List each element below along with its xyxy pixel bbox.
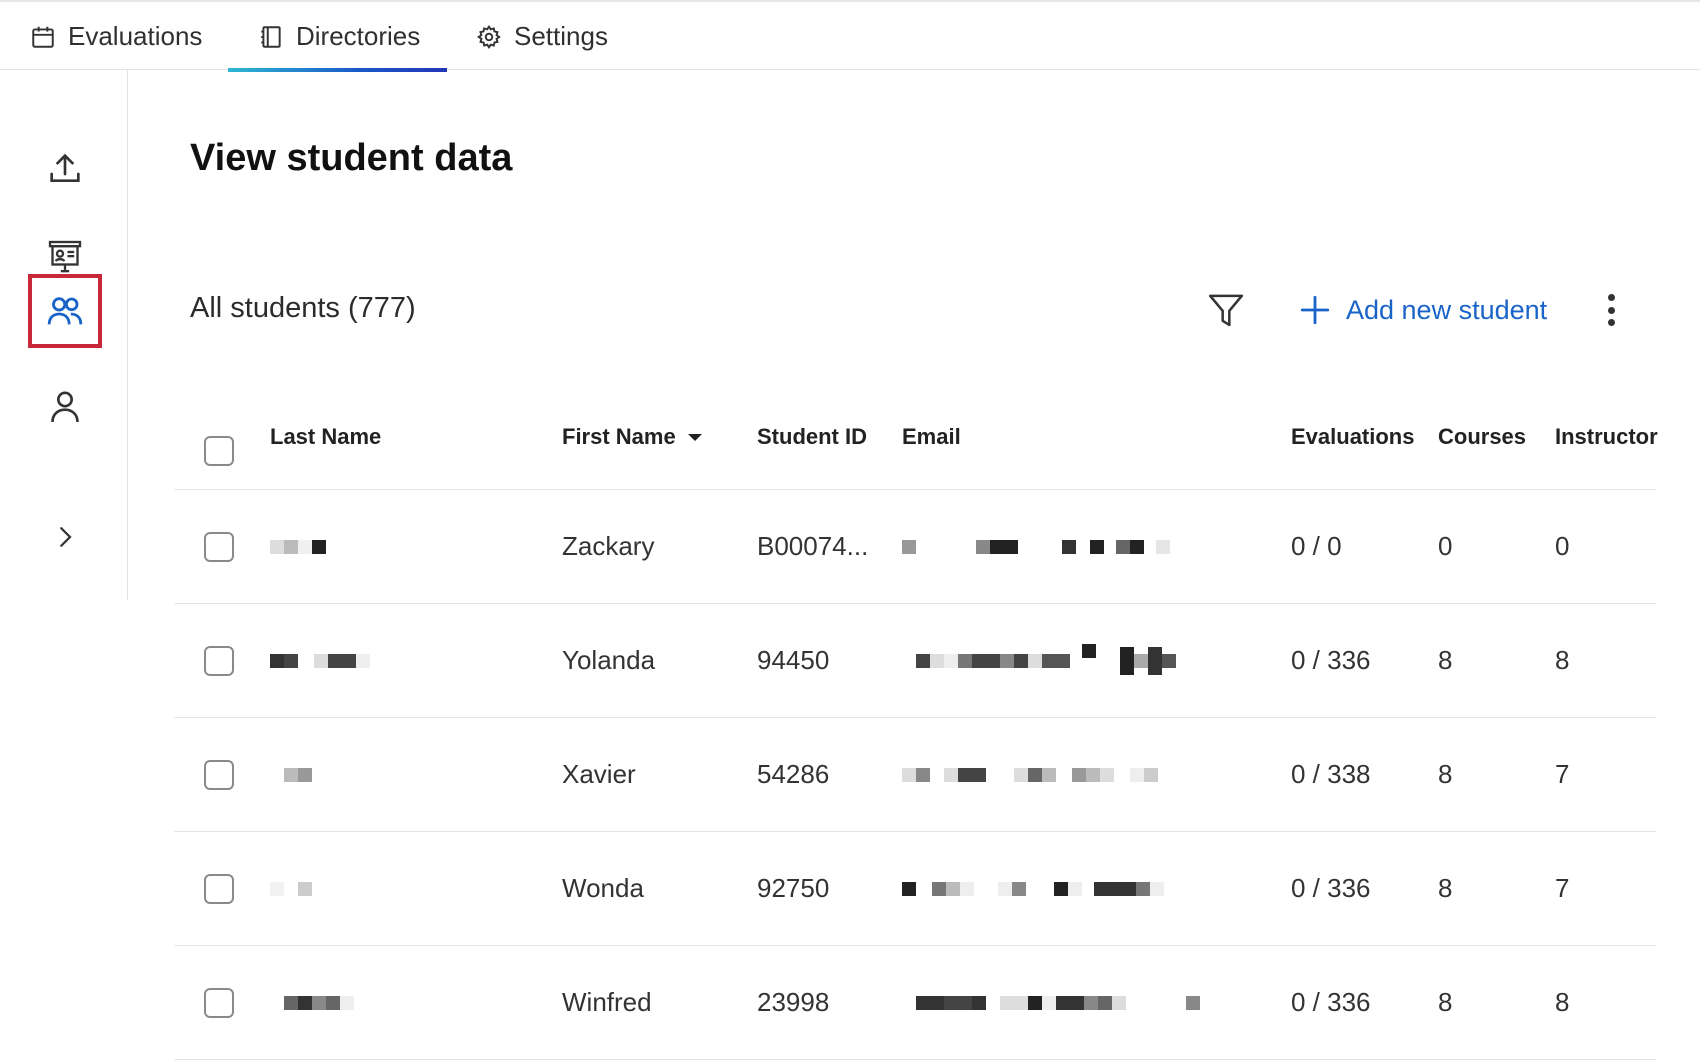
row-select-cell — [204, 490, 234, 603]
active-tab-indicator — [228, 68, 447, 72]
row-checkbox[interactable] — [204, 531, 234, 562]
evaluations-cell: 0 / 0 — [1291, 531, 1342, 561]
add-new-student-label: Add new student — [1346, 294, 1548, 325]
redacted-last-name — [270, 832, 312, 945]
instructor-cell: 0 — [1555, 531, 1570, 561]
kebab-dot — [1607, 319, 1615, 326]
upload-icon — [50, 153, 80, 182]
person-icon — [51, 391, 79, 423]
column-header-label: First Name — [562, 424, 676, 449]
filter-icon — [1208, 294, 1244, 327]
row-select-cell — [204, 718, 234, 831]
column-header-instructor[interactable]: Instructor — [1555, 424, 1658, 449]
redacted-last-name — [270, 604, 370, 717]
row-checkbox[interactable] — [204, 987, 234, 1018]
chevron-right-icon — [60, 527, 72, 547]
student-id-cell: 23998 — [757, 987, 830, 1017]
evaluations-cell: 0 / 336 — [1291, 873, 1371, 903]
kebab-dot — [1607, 294, 1615, 301]
tab-label: Settings — [514, 21, 608, 51]
row-select-cell — [204, 604, 234, 717]
tab-evaluations[interactable]: Evaluations — [30, 2, 202, 71]
column-header-evaluations[interactable]: Evaluations — [1291, 424, 1415, 449]
column-header-last-name[interactable]: Last Name — [270, 424, 382, 449]
instructor-cell: 7 — [1555, 873, 1570, 903]
select-all-checkbox[interactable] — [204, 436, 234, 466]
first-name-cell: Winfred — [562, 987, 652, 1017]
first-name-cell: Yolanda — [562, 645, 656, 675]
first-name-cell: Xavier — [562, 759, 636, 789]
sidebar-item-import[interactable] — [28, 132, 102, 206]
add-new-student-button[interactable]: Add new student — [1298, 288, 1547, 332]
row-checkbox[interactable] — [204, 645, 234, 676]
row-checkbox[interactable] — [204, 873, 234, 904]
student-id-cell: 54286 — [757, 759, 830, 789]
redacted-last-name — [270, 946, 354, 1059]
table-row[interactable]: Zackary B00074... 0 / 0 0 0 — [174, 490, 1656, 604]
table-header: Last Name First Name Student ID Email Ev… — [174, 385, 1658, 490]
page-title: View student data — [190, 137, 513, 179]
courses-cell: 8 — [1438, 873, 1453, 903]
sidebar — [0, 70, 128, 600]
calendar-icon — [32, 26, 54, 48]
sidebar-expand-button[interactable] — [28, 500, 102, 574]
table-row[interactable]: Winfred 23998 0 / 336 8 8 — [174, 946, 1656, 1060]
sidebar-item-instructors[interactable] — [28, 370, 102, 444]
student-id-cell: 92750 — [757, 873, 830, 903]
more-options-button[interactable] — [1598, 290, 1624, 330]
evaluations-cell: 0 / 336 — [1291, 987, 1371, 1017]
tab-directories[interactable]: Directories — [228, 2, 447, 72]
kebab-dot — [1607, 306, 1615, 314]
presentation-icon — [48, 240, 82, 273]
gear-icon — [476, 24, 501, 49]
sort-descending-icon — [687, 433, 702, 441]
students-table: Last Name First Name Student ID Email Ev… — [174, 385, 1658, 1060]
column-header-student-id[interactable]: Student ID — [757, 424, 867, 449]
tab-settings[interactable]: Settings — [476, 2, 608, 71]
instructor-cell: 8 — [1555, 987, 1570, 1017]
students-icon — [47, 297, 83, 325]
filter-button[interactable] — [1206, 290, 1246, 330]
redacted-email — [902, 946, 1200, 1059]
redacted-email — [902, 832, 1164, 945]
table-row[interactable]: Yolanda 94450 0 / 336 8 8 — [174, 604, 1656, 718]
courses-cell: 0 — [1438, 531, 1453, 561]
courses-cell: 8 — [1438, 759, 1453, 789]
evaluations-cell: 0 / 336 — [1291, 645, 1371, 675]
table-row[interactable]: Xavier 54286 0 / 338 8 7 — [174, 718, 1656, 832]
column-header-first-name[interactable]: First Name — [562, 385, 702, 489]
student-count-label: All students (777) — [190, 292, 416, 324]
row-select-cell — [204, 946, 234, 1059]
row-checkbox[interactable] — [204, 759, 234, 790]
redacted-last-name — [270, 490, 326, 603]
row-select-cell — [204, 832, 234, 945]
courses-cell: 8 — [1438, 987, 1453, 1017]
redacted-email — [902, 604, 1176, 717]
instructor-cell: 8 — [1555, 645, 1570, 675]
tab-label: Evaluations — [68, 21, 203, 51]
first-name-cell: Zackary — [562, 531, 655, 561]
tab-label: Directories — [296, 21, 421, 51]
instructor-cell: 7 — [1555, 759, 1570, 789]
redacted-last-name — [270, 718, 312, 831]
student-id-cell: B00074... — [757, 531, 869, 561]
sidebar-item-presentation[interactable] — [28, 220, 102, 294]
first-name-cell: Wonda — [562, 873, 644, 903]
redacted-email — [902, 718, 1158, 831]
top-nav: Evaluations Directories Settings — [0, 0, 1700, 72]
column-header-email[interactable]: Email — [902, 424, 961, 449]
select-all-cell — [204, 385, 234, 489]
redacted-email — [902, 490, 1170, 603]
table-row[interactable]: Wonda 92750 0 / 336 8 7 — [174, 832, 1656, 946]
courses-cell: 8 — [1438, 645, 1453, 675]
student-id-cell: 94450 — [757, 645, 830, 675]
column-header-courses[interactable]: Courses — [1438, 424, 1527, 449]
plus-icon — [1300, 295, 1330, 325]
directory-icon — [261, 25, 281, 48]
sidebar-item-students[interactable] — [28, 274, 102, 348]
evaluations-cell: 0 / 338 — [1291, 759, 1371, 789]
